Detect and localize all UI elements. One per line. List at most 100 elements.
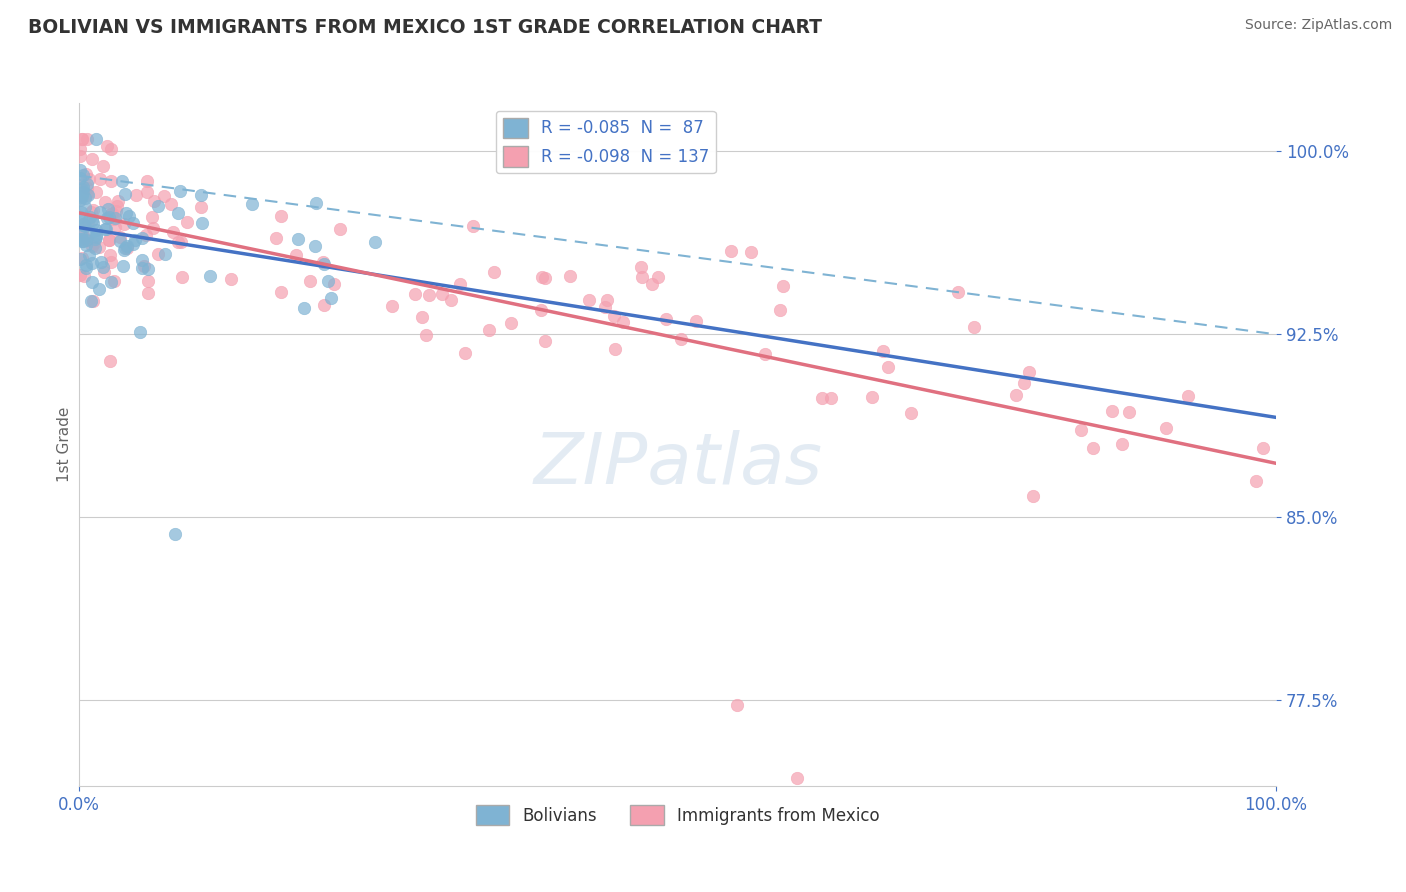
Point [305, 196, 328, 211]
Point [1081, 442, 1104, 456]
Point [312, 257, 335, 271]
Point [89, 172, 111, 186]
Point [69, 252, 91, 267]
Point [364, 235, 387, 249]
Point [270, 285, 292, 299]
Point [411, 310, 433, 324]
Point [122, 216, 145, 230]
Point [70, 251, 93, 265]
Point [76, 233, 98, 247]
Point [1101, 403, 1123, 417]
Point [69, 189, 91, 203]
Point [80, 213, 103, 227]
Point [96, 211, 118, 225]
Point [146, 247, 169, 261]
Point [381, 300, 404, 314]
Point [69, 149, 91, 163]
Point [190, 216, 212, 230]
Point [142, 194, 165, 208]
Point [190, 200, 212, 214]
Point [69, 163, 91, 178]
Point [84, 230, 107, 244]
Point [76, 177, 98, 191]
Point [76, 188, 98, 202]
Point [454, 346, 477, 360]
Point [112, 244, 135, 258]
Point [534, 270, 557, 285]
Point [558, 268, 581, 283]
Point [142, 221, 165, 235]
Point [73, 218, 96, 232]
Point [84, 241, 107, 255]
Point [124, 233, 146, 247]
Point [578, 293, 600, 307]
Point [84, 232, 107, 246]
Point [603, 342, 626, 356]
Point [100, 206, 122, 220]
Point [104, 211, 127, 226]
Point [170, 235, 193, 249]
Point [84, 228, 107, 243]
Point [98, 233, 121, 247]
Point [72, 219, 94, 233]
Point [671, 332, 693, 346]
Point [1018, 365, 1040, 379]
Point [169, 184, 191, 198]
Point [872, 344, 894, 359]
Point [80, 293, 103, 308]
Point [73, 231, 96, 245]
Point [84, 223, 107, 237]
Point [100, 206, 122, 220]
Point [418, 288, 440, 302]
Point [75, 167, 97, 181]
Point [640, 277, 662, 291]
Point [478, 323, 501, 337]
Point [134, 259, 156, 273]
Point [72, 234, 94, 248]
Point [98, 354, 121, 368]
Point [72, 225, 94, 239]
Point [772, 278, 794, 293]
Point [461, 219, 484, 234]
Point [76, 186, 98, 201]
Point [1012, 376, 1035, 391]
Point [312, 298, 335, 312]
Point [107, 194, 129, 208]
Point [162, 225, 184, 239]
Point [70, 182, 93, 196]
Point [105, 204, 128, 219]
Point [77, 171, 100, 186]
Point [104, 219, 127, 234]
Point [76, 181, 98, 195]
Point [103, 211, 125, 226]
Point [77, 248, 100, 262]
Point [820, 391, 842, 405]
Point [141, 210, 163, 224]
Point [404, 286, 426, 301]
Point [75, 191, 97, 205]
Point [84, 132, 107, 146]
Point [100, 142, 122, 156]
Point [75, 258, 97, 272]
Point [685, 314, 707, 328]
Point [131, 230, 153, 244]
Point [69, 205, 91, 219]
Point [96, 139, 118, 153]
Point [1111, 437, 1133, 451]
Point [316, 274, 339, 288]
Point [501, 317, 523, 331]
Point [170, 270, 193, 285]
Point [298, 274, 321, 288]
Point [136, 285, 159, 300]
Point [160, 197, 183, 211]
Point [190, 188, 212, 202]
Point [82, 293, 104, 308]
Point [69, 178, 91, 192]
Point [82, 202, 104, 217]
Point [740, 245, 762, 260]
Point [70, 210, 93, 224]
Point [89, 240, 111, 254]
Point [100, 275, 122, 289]
Point [100, 254, 122, 268]
Text: ZIPatlas: ZIPatlas [533, 430, 823, 500]
